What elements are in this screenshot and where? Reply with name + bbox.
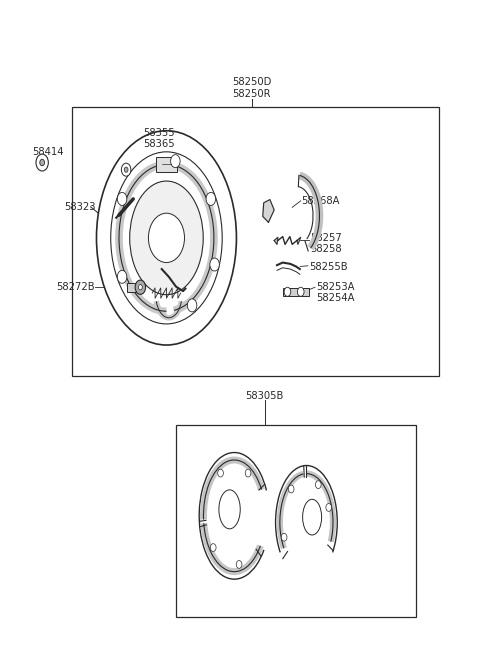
Polygon shape (263, 200, 274, 222)
Circle shape (210, 258, 219, 271)
Circle shape (281, 533, 287, 541)
Polygon shape (297, 237, 301, 244)
Text: 58250D: 58250D (232, 77, 272, 87)
Text: 58272B: 58272B (56, 282, 95, 292)
Circle shape (36, 154, 48, 171)
Polygon shape (274, 237, 278, 244)
Circle shape (326, 504, 332, 512)
Text: 58323: 58323 (64, 202, 96, 212)
Bar (176, 425, 416, 616)
Circle shape (315, 481, 321, 489)
Circle shape (148, 213, 184, 263)
Bar (283, 288, 309, 295)
Circle shape (124, 167, 128, 172)
Ellipse shape (96, 131, 237, 345)
Circle shape (138, 285, 142, 290)
Circle shape (206, 193, 216, 206)
Text: 58253A: 58253A (316, 282, 354, 291)
Circle shape (236, 561, 242, 569)
Circle shape (135, 280, 145, 294)
Ellipse shape (302, 499, 322, 535)
Circle shape (210, 544, 216, 552)
Bar (156, 157, 177, 172)
Circle shape (245, 469, 251, 477)
Circle shape (288, 485, 294, 493)
Circle shape (40, 159, 45, 166)
Text: 58414: 58414 (32, 147, 64, 157)
Text: 58268A: 58268A (301, 196, 340, 206)
Circle shape (218, 469, 223, 477)
Circle shape (170, 155, 180, 168)
Text: 58257: 58257 (310, 233, 342, 243)
Text: 58254A: 58254A (316, 293, 354, 303)
Text: 58255B: 58255B (309, 262, 348, 272)
Circle shape (284, 288, 291, 296)
Text: 58277: 58277 (151, 301, 182, 311)
Text: 58250R: 58250R (233, 88, 271, 99)
Ellipse shape (130, 181, 203, 295)
Bar (72, 107, 439, 376)
Text: 58258: 58258 (310, 244, 342, 254)
Circle shape (117, 193, 127, 206)
Text: 58305B: 58305B (245, 390, 284, 401)
Ellipse shape (219, 490, 240, 529)
Circle shape (117, 271, 127, 284)
Ellipse shape (111, 152, 222, 324)
Circle shape (298, 288, 304, 296)
Bar (127, 283, 136, 291)
Circle shape (187, 299, 197, 312)
Text: 58355: 58355 (144, 128, 175, 138)
Text: 58365: 58365 (144, 139, 175, 149)
Circle shape (121, 163, 131, 176)
